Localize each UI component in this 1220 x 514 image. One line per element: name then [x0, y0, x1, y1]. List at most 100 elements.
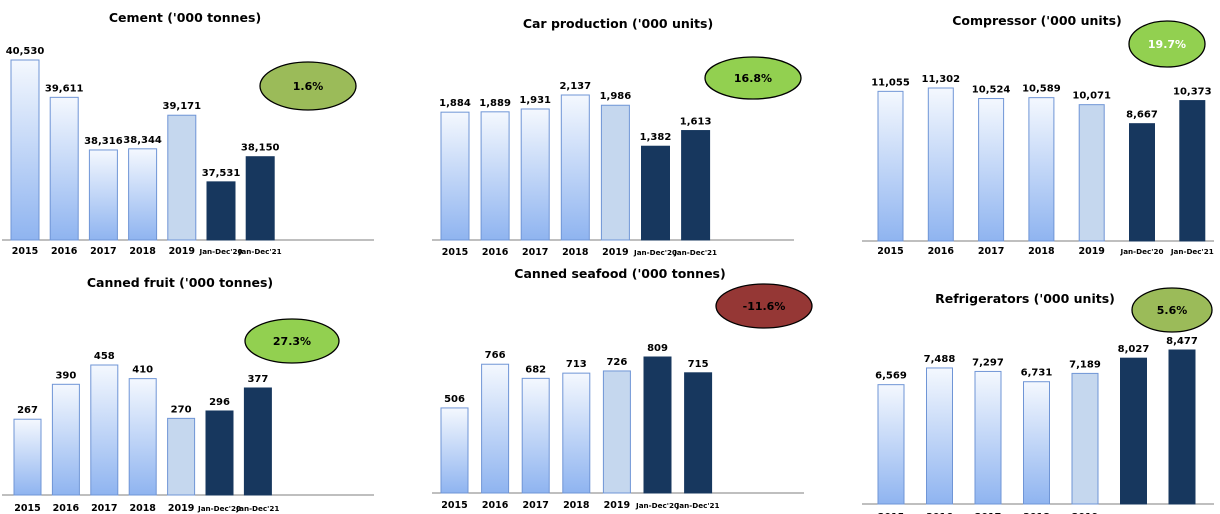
bar-value-label: 1,931: [519, 95, 551, 106]
category-tick-label: 2019: [1078, 246, 1104, 257]
chart-title: Canned fruit ('000 tonnes): [87, 275, 273, 290]
bar-Jan-Dec'20: [643, 356, 672, 494]
bar-value-label: 39,171: [163, 101, 202, 112]
bar-Jan-Dec'20: [1120, 357, 1147, 505]
chart-svg: Canned fruit ('000 tonnes) 267 2015 390 2016…: [2, 275, 374, 514]
bar-2016: [926, 367, 953, 505]
bar-value-label: 8,477: [1166, 336, 1198, 347]
growth-badge-label: -11.6%: [743, 300, 786, 313]
category-tick-label: Jan-Dec'20: [199, 247, 243, 256]
growth-badge-label: 1.6%: [293, 80, 324, 93]
category-tick-label: 2019: [168, 503, 194, 514]
bar-2017: [90, 364, 119, 496]
bar-Jan-Dec'20: [1129, 123, 1155, 242]
bar-2015: [10, 59, 40, 241]
category-tick-label: 2016: [53, 503, 80, 514]
bar-2016: [481, 363, 510, 494]
category-tick-label: 2016: [928, 246, 955, 257]
bar-Jan-Dec'20: [641, 145, 670, 241]
bar-value-label: 682: [525, 364, 546, 375]
bar-2015: [440, 407, 469, 494]
bar-value-label: 267: [17, 405, 38, 416]
chart-svg: Car production ('000 units) 1,884 2015 1,88…: [432, 16, 802, 258]
bar-2017: [974, 370, 1002, 505]
growth-badge: [715, 283, 813, 329]
bar-2018: [1028, 97, 1055, 242]
bar-value-label: 7,297: [972, 357, 1004, 368]
bar-value-label: 11,302: [922, 74, 961, 85]
bar-2019: [602, 370, 631, 494]
bar-2018: [562, 372, 591, 494]
category-tick-label: Jan-Dec'21: [235, 504, 279, 513]
category-tick-label: 2019: [169, 246, 195, 257]
growth-badge-label: 16.8%: [734, 72, 772, 85]
growth-badge-label: 5.6%: [1157, 304, 1188, 317]
category-tick-label: Jan-Dec'21: [1170, 247, 1214, 256]
chart-panel-5: Canned seafood ('000 tonnes) 506 2015 766 20…: [430, 262, 813, 514]
bar-value-label: 38,344: [123, 135, 162, 146]
bar-value-label: 713: [566, 359, 587, 370]
bar-value-label: 377: [247, 374, 268, 385]
bar-value-label: 7,488: [924, 354, 956, 365]
category-tick-label: 2017: [975, 512, 1001, 514]
category-tick-label: 2018: [562, 247, 589, 258]
category-tick-label: Jan-Dec'21: [673, 248, 717, 257]
chart-panel-6: Refrigerators ('000 units) 6,569 2015 7,488…: [860, 262, 1220, 514]
bar-value-label: 1,382: [640, 132, 672, 143]
chart-title: Refrigerators ('000 units): [935, 291, 1115, 306]
bar-value-label: 10,373: [1173, 87, 1212, 98]
bar-value-label: 715: [688, 359, 709, 370]
category-tick-label: 2015: [441, 500, 467, 511]
category-tick-label: 2016: [926, 512, 953, 514]
bar-2018: [560, 94, 590, 241]
bar-value-label: 2,137: [559, 81, 591, 92]
category-tick-label: 2019: [602, 247, 628, 258]
category-tick-label: 2018: [563, 500, 590, 511]
bar-Jan-Dec'21: [245, 156, 275, 241]
bar-value-label: 458: [94, 351, 115, 362]
bar-2019: [167, 417, 196, 496]
bar-2016: [49, 96, 79, 241]
bar-2017: [88, 149, 118, 241]
bar-value-label: 506: [444, 394, 465, 405]
bar-Jan-Dec'21: [681, 130, 711, 241]
growth-badge-label: 19.7%: [1148, 38, 1186, 51]
bar-value-label: 39,611: [45, 83, 84, 94]
category-tick-label: 2017: [522, 500, 548, 511]
chart-svg: Cement ('000 tonnes) 40,530 2015 39,611 2016…: [2, 10, 374, 257]
bar-value-label: 11,055: [871, 77, 910, 88]
growth-badge-label: 27.3%: [273, 335, 311, 348]
category-tick-label: Jan-Dec'21: [676, 501, 720, 510]
category-tick-label: 2018: [1023, 512, 1050, 514]
bar-2017: [521, 377, 550, 494]
chart-title: Compressor ('000 units): [952, 13, 1122, 28]
category-tick-label: 2015: [12, 246, 38, 257]
bar-2018: [128, 148, 158, 241]
chart-panel-1: Cement ('000 tonnes) 40,530 2015 39,611 2016…: [0, 0, 380, 262]
bar-value-label: 37,531: [202, 168, 241, 179]
category-tick-label: 2015: [878, 512, 904, 514]
chart-svg: Canned seafood ('000 tonnes) 506 2015 766 20…: [432, 266, 813, 511]
bar-value-label: 1,613: [680, 117, 712, 128]
bar-2019: [167, 114, 197, 241]
category-tick-label: Jan-Dec'20: [633, 248, 677, 257]
bar-Jan-Dec'20: [205, 410, 234, 496]
growth-badge: [1128, 20, 1206, 68]
category-tick-label: Jan-Dec'20: [635, 501, 679, 510]
category-tick-label: 2018: [129, 503, 156, 514]
chart-panel-2: Car production ('000 units) 1,884 2015 1,88…: [430, 0, 802, 262]
bar-2015: [440, 111, 470, 241]
bar-value-label: 40,530: [6, 46, 45, 57]
growth-badge: [244, 318, 340, 364]
bar-value-label: 8,027: [1118, 344, 1150, 355]
category-tick-label: 2016: [482, 247, 509, 258]
bar-2018: [1023, 381, 1050, 505]
chart-panel-3: Compressor ('000 units) 11,055 2015 11,302 2…: [860, 0, 1220, 262]
category-tick-label: 2017: [978, 246, 1004, 257]
category-tick-label: 2019: [604, 500, 630, 511]
bar-2018: [128, 378, 157, 496]
bar-value-label: 10,071: [1072, 91, 1111, 102]
bar-2017: [978, 98, 1005, 242]
chart-svg: Refrigerators ('000 units) 6,569 2015 7,488…: [862, 287, 1214, 514]
bar-Jan-Dec'21: [1179, 100, 1206, 242]
